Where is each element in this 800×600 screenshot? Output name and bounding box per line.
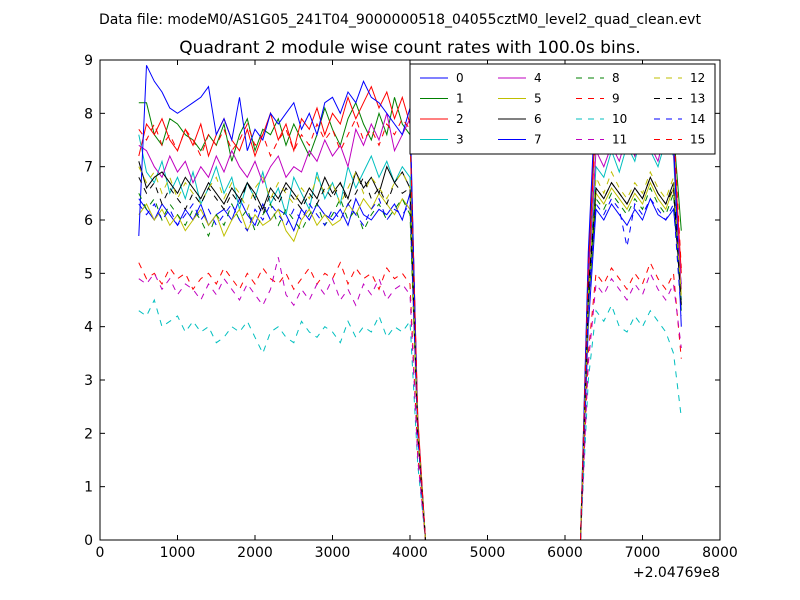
series-line-9: [138, 261, 682, 540]
legend-label-15: 15: [690, 133, 705, 147]
x-axis: 0 1000 2000 3000 4000 5000 6000 7000 8000: [96, 60, 738, 561]
y-tick-label: 2: [84, 426, 93, 442]
legend-label-11: 11: [612, 133, 627, 147]
y-tick-label: 5: [84, 266, 93, 282]
legend-box: [409, 63, 716, 155]
legend-label-3: 3: [456, 133, 464, 147]
y-tick-label: 4: [84, 320, 93, 336]
series-line-13: [138, 176, 682, 540]
series-line-10: [138, 298, 682, 540]
legend-label-4: 4: [534, 71, 542, 85]
suptitle: Data file: modeM0/AS1G05_241T04_90000005…: [99, 12, 701, 28]
y-tick-label: 8: [84, 106, 93, 122]
legend-label-0: 0: [456, 71, 464, 85]
x-tick-label: 7000: [625, 545, 661, 561]
chart-title: Quadrant 2 module wise count rates with …: [179, 38, 640, 58]
y-tick-label: 3: [84, 373, 93, 389]
x-tick-label: 8000: [702, 545, 738, 561]
series-line-0: [138, 193, 682, 540]
y-tick-label: 0: [84, 533, 93, 549]
x-tick-label: 4000: [392, 545, 428, 561]
y-tick-label: 6: [84, 213, 93, 229]
y-tick-label: 9: [84, 53, 93, 69]
y-tick-label: 7: [84, 160, 93, 176]
legend-label-13: 13: [690, 92, 705, 106]
legend-label-5: 5: [534, 92, 542, 106]
x-tick-label: 5000: [470, 545, 506, 561]
x-tick-label: 2000: [237, 545, 273, 561]
legend-label-1: 1: [456, 92, 464, 106]
x-tick-label: 1000: [160, 545, 196, 561]
series-line-5: [138, 181, 682, 540]
legend-label-10: 10: [612, 112, 627, 126]
legend-label-8: 8: [612, 71, 620, 85]
legend-label-7: 7: [534, 133, 542, 147]
series-line-15: [138, 111, 682, 540]
x-tick-label: 3000: [315, 545, 351, 561]
x-offset-label: +2.04769e8: [633, 565, 720, 581]
series-line-14: [138, 197, 682, 540]
legend-label-6: 6: [534, 112, 542, 126]
legend-label-14: 14: [690, 112, 705, 126]
legend-label-9: 9: [612, 92, 620, 106]
series-line-8: [138, 186, 682, 540]
legend-label-2: 2: [456, 112, 464, 126]
x-tick-label: 6000: [547, 545, 583, 561]
legend-label-12: 12: [690, 71, 705, 85]
y-tick-label: 1: [84, 480, 93, 496]
series-line-11: [138, 257, 682, 540]
series-line-12: [138, 166, 682, 540]
x-tick-label: 0: [96, 545, 105, 561]
